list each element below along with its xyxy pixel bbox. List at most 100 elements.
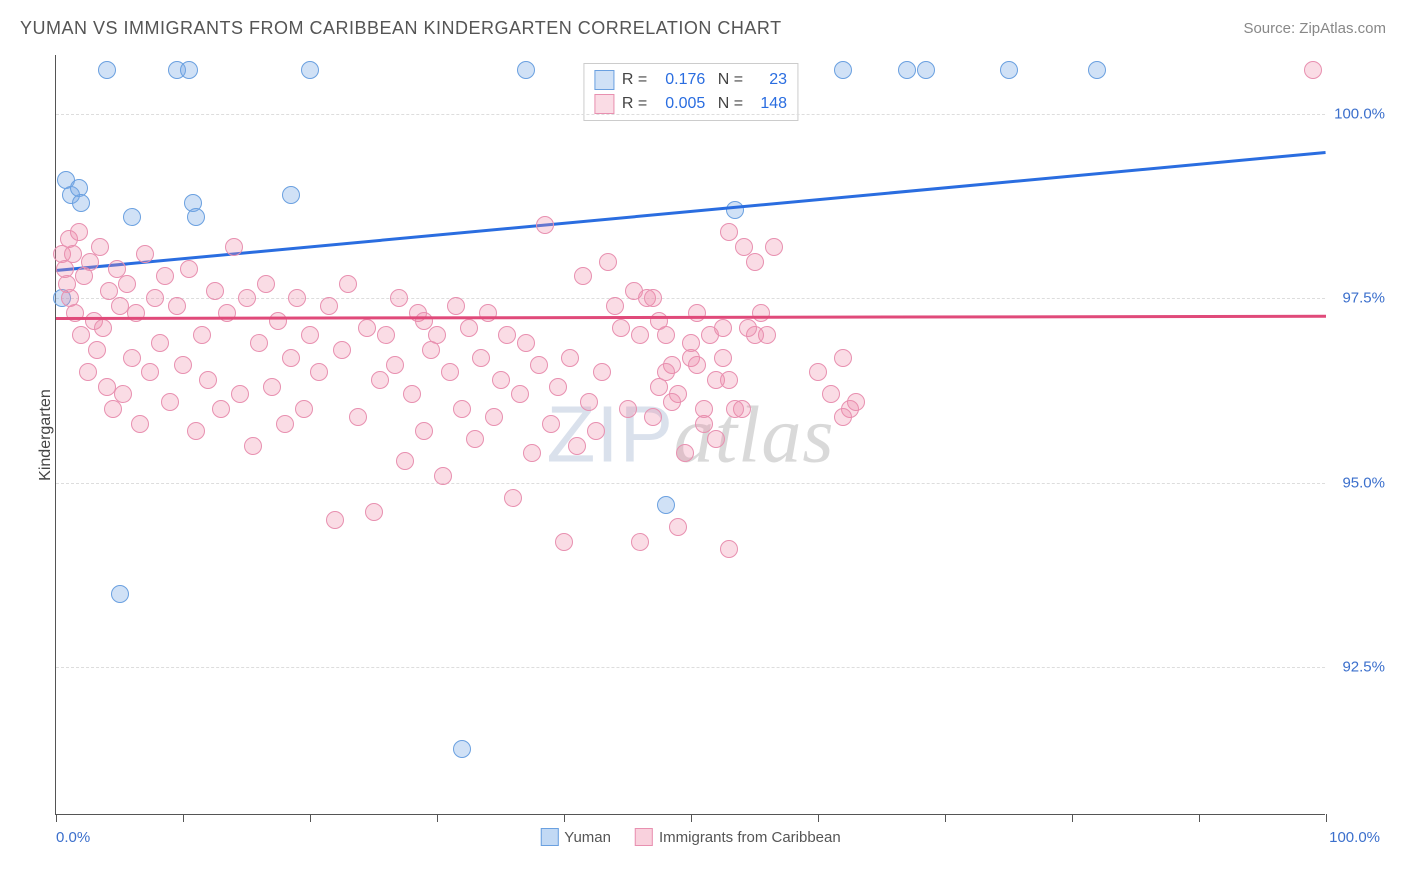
data-point: [79, 363, 97, 381]
data-point: [231, 385, 249, 403]
data-point: [141, 363, 159, 381]
data-point: [441, 363, 459, 381]
x-tick: [691, 814, 692, 822]
legend-r-value: 0.005: [655, 95, 705, 113]
data-point: [682, 349, 700, 367]
data-point: [70, 223, 88, 241]
y-tick-label: 92.5%: [1330, 659, 1385, 676]
legend-row: R =0.176 N =23: [594, 68, 787, 92]
data-point: [650, 378, 668, 396]
legend-swatch: [540, 828, 558, 846]
data-point: [257, 275, 275, 293]
data-point: [834, 61, 852, 79]
data-point: [549, 378, 567, 396]
correlation-legend: R =0.176 N =23R =0.005 N =148: [583, 63, 798, 121]
data-point: [466, 430, 484, 448]
data-point: [57, 171, 75, 189]
data-point: [472, 349, 490, 367]
data-point: [199, 371, 217, 389]
watermark-atlas: atlas: [674, 391, 835, 479]
data-point: [688, 304, 706, 322]
data-point: [663, 356, 681, 374]
data-point: [517, 61, 535, 79]
data-point: [834, 408, 852, 426]
data-point: [517, 334, 535, 352]
data-point: [295, 400, 313, 418]
data-point: [733, 400, 751, 418]
x-tick: [183, 814, 184, 822]
data-point: [599, 253, 617, 271]
data-point: [847, 393, 865, 411]
data-point: [131, 415, 149, 433]
data-point: [339, 275, 357, 293]
data-point: [746, 253, 764, 271]
data-point: [333, 341, 351, 359]
data-point: [841, 400, 859, 418]
data-point: [695, 400, 713, 418]
data-point: [75, 267, 93, 285]
data-point: [726, 400, 744, 418]
data-point: [98, 61, 116, 79]
chart-header: YUMAN VS IMMIGRANTS FROM CARIBBEAN KINDE…: [0, 0, 1406, 49]
data-point: [386, 356, 404, 374]
data-point: [676, 444, 694, 462]
data-point: [301, 61, 319, 79]
x-tick: [310, 814, 311, 822]
data-point: [663, 393, 681, 411]
data-point: [349, 408, 367, 426]
data-point: [822, 385, 840, 403]
watermark-zip: ZIP: [546, 389, 673, 478]
data-point: [631, 533, 649, 551]
data-point: [326, 511, 344, 529]
legend-swatch: [635, 828, 653, 846]
data-point: [72, 326, 90, 344]
data-point: [498, 326, 516, 344]
data-point: [739, 319, 757, 337]
chart-title: YUMAN VS IMMIGRANTS FROM CARIBBEAN KINDE…: [20, 18, 782, 39]
data-point: [396, 452, 414, 470]
data-point: [688, 356, 706, 374]
legend-n-label: N =: [713, 71, 743, 89]
data-point: [1088, 61, 1106, 79]
data-point: [180, 260, 198, 278]
data-point: [94, 319, 112, 337]
data-point: [898, 61, 916, 79]
data-point: [523, 444, 541, 462]
data-point: [168, 297, 186, 315]
gridline: [56, 298, 1325, 299]
legend-swatch: [594, 94, 614, 114]
x-max-label: 100.0%: [1329, 829, 1380, 846]
chart-source: Source: ZipAtlas.com: [1243, 20, 1386, 37]
data-point: [365, 503, 383, 521]
data-point: [511, 385, 529, 403]
data-point: [358, 319, 376, 337]
data-point: [453, 400, 471, 418]
data-point: [657, 363, 675, 381]
legend-swatch: [594, 70, 614, 90]
data-point: [187, 422, 205, 440]
data-point: [161, 393, 179, 411]
data-point: [53, 245, 71, 263]
data-point: [765, 238, 783, 256]
plot-region: ZIPatlas R =0.176 N =23R =0.005 N =148 Y…: [55, 55, 1325, 815]
y-axis-label: Kindergarten: [37, 389, 55, 481]
data-point: [184, 194, 202, 212]
data-point: [492, 371, 510, 389]
data-point: [752, 304, 770, 322]
data-point: [127, 304, 145, 322]
legend-n-value: 23: [751, 71, 787, 89]
x-tick: [1326, 814, 1327, 822]
data-point: [650, 312, 668, 330]
data-point: [60, 230, 78, 248]
data-point: [701, 326, 719, 344]
data-point: [282, 186, 300, 204]
data-point: [377, 326, 395, 344]
data-point: [415, 312, 433, 330]
data-point: [669, 518, 687, 536]
data-point: [758, 326, 776, 344]
data-point: [447, 297, 465, 315]
data-point: [726, 201, 744, 219]
data-point: [555, 533, 573, 551]
gridline: [56, 667, 1325, 668]
data-point: [212, 400, 230, 418]
